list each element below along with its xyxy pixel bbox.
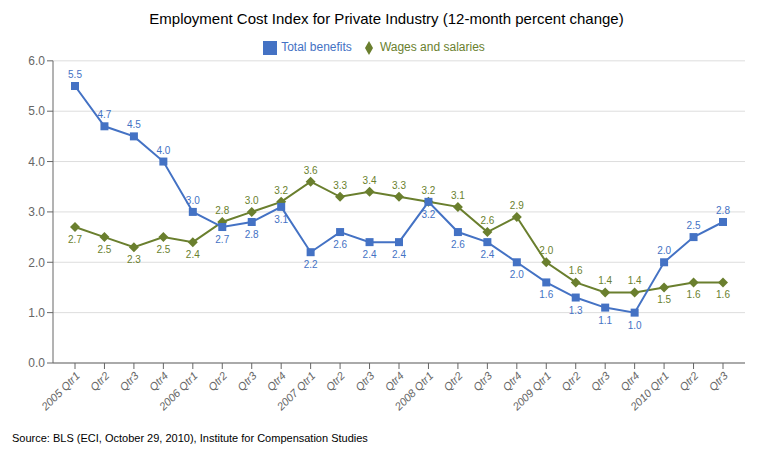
svg-text:Qtr2: Qtr2 <box>441 369 465 393</box>
svg-text:2.0: 2.0 <box>28 256 45 270</box>
html-text:Source: BLS (ECI, October 29,: Source: BLS (ECI, October 29, 2010), Ins… <box>12 432 368 444</box>
svg-text:Qtr4: Qtr4 <box>618 369 642 393</box>
svg-text:2.8: 2.8 <box>716 205 730 216</box>
svg-text:2.2: 2.2 <box>304 259 318 270</box>
svg-text:2010 Qtr1: 2010 Qtr1 <box>627 369 671 413</box>
svg-text:Qtr2: Qtr2 <box>559 369 583 393</box>
svg-text:2009 Qtr1: 2009 Qtr1 <box>509 369 553 413</box>
svg-text:Qtr3: Qtr3 <box>706 369 730 393</box>
svg-text:1.5: 1.5 <box>657 294 671 305</box>
svg-text:1.0: 1.0 <box>628 320 642 331</box>
svg-text:3.1: 3.1 <box>274 214 288 225</box>
svg-text:1.6: 1.6 <box>716 289 730 300</box>
svg-text:3.2: 3.2 <box>422 209 436 220</box>
svg-text:2.0: 2.0 <box>539 245 553 256</box>
svg-text:0.0: 0.0 <box>28 356 45 370</box>
svg-text:3.0: 3.0 <box>245 195 259 206</box>
svg-text:6.0: 6.0 <box>28 54 45 68</box>
svg-text:2.6: 2.6 <box>333 239 347 250</box>
svg-text:Qtr4: Qtr4 <box>147 369 171 393</box>
svg-text:2005 Qtr1: 2005 Qtr1 <box>38 369 82 413</box>
svg-text:Qtr4: Qtr4 <box>382 369 406 393</box>
svg-text:2.0: 2.0 <box>510 269 524 280</box>
svg-text:2.6: 2.6 <box>480 215 494 226</box>
svg-text:2.4: 2.4 <box>480 249 494 260</box>
svg-text:Qtr2: Qtr2 <box>323 369 347 393</box>
svg-text:2.7: 2.7 <box>215 234 229 245</box>
svg-text:5.5: 5.5 <box>68 69 82 80</box>
svg-text:Qtr3: Qtr3 <box>117 369 141 393</box>
svg-text:Qtr4: Qtr4 <box>500 369 524 393</box>
svg-text:2.3: 2.3 <box>127 254 141 265</box>
svg-text:2.4: 2.4 <box>186 249 200 260</box>
svg-text:4.7: 4.7 <box>98 109 112 120</box>
svg-text:1.3: 1.3 <box>569 305 583 316</box>
svg-text:2.9: 2.9 <box>510 200 524 211</box>
svg-text:1.6: 1.6 <box>569 265 583 276</box>
svg-text:1.1: 1.1 <box>598 315 612 326</box>
svg-text:Qtr2: Qtr2 <box>677 369 701 393</box>
svg-text:2.5: 2.5 <box>98 244 112 255</box>
svg-text:1.6: 1.6 <box>539 289 553 300</box>
svg-text:2.7: 2.7 <box>68 234 82 245</box>
svg-text:1.4: 1.4 <box>628 275 642 286</box>
svg-text:2007 Qtr1: 2007 Qtr1 <box>274 369 318 413</box>
svg-text:Qtr3: Qtr3 <box>588 369 612 393</box>
svg-text:2.8: 2.8 <box>245 229 259 240</box>
svg-text:1.4: 1.4 <box>598 275 612 286</box>
svg-text:4.0: 4.0 <box>156 145 170 156</box>
html-text:Total benefits: Total benefits <box>281 40 352 54</box>
svg-text:3.6: 3.6 <box>304 165 318 176</box>
svg-text:4.0: 4.0 <box>28 155 45 169</box>
svg-text:3.1: 3.1 <box>451 190 465 201</box>
svg-text:2.5: 2.5 <box>687 220 701 231</box>
svg-text:3.0: 3.0 <box>28 205 45 219</box>
svg-text:2.5: 2.5 <box>156 244 170 255</box>
svg-text:1.0: 1.0 <box>28 306 45 320</box>
svg-text:Qtr3: Qtr3 <box>235 369 259 393</box>
svg-text:3.3: 3.3 <box>333 180 347 191</box>
svg-text:2.8: 2.8 <box>215 205 229 216</box>
svg-text:5.0: 5.0 <box>28 104 45 118</box>
svg-text:2.4: 2.4 <box>392 249 406 260</box>
html-text:Wages and salaries: Wages and salaries <box>379 40 485 54</box>
svg-text:Qtr2: Qtr2 <box>88 369 112 393</box>
svg-text:2.6: 2.6 <box>451 239 465 250</box>
svg-text:4.5: 4.5 <box>127 119 141 130</box>
svg-text:Qtr2: Qtr2 <box>206 369 230 393</box>
svg-text:2.0: 2.0 <box>657 245 671 256</box>
svg-text:Qtr3: Qtr3 <box>471 369 495 393</box>
svg-text:3.0: 3.0 <box>186 195 200 206</box>
svg-text:3.2: 3.2 <box>274 185 288 196</box>
svg-text:2006 Qtr1: 2006 Qtr1 <box>156 369 200 413</box>
svg-text:3.4: 3.4 <box>363 175 377 186</box>
html-text:Employment Cost Index for Priv: Employment Cost Index for Private Indust… <box>149 10 624 27</box>
svg-text:2008 Qtr1: 2008 Qtr1 <box>392 369 436 413</box>
svg-text:3.2: 3.2 <box>422 185 436 196</box>
svg-text:3.3: 3.3 <box>392 180 406 191</box>
svg-text:Qtr3: Qtr3 <box>353 369 377 393</box>
svg-text:Qtr4: Qtr4 <box>264 369 288 393</box>
svg-text:2.4: 2.4 <box>363 249 377 260</box>
svg-text:1.6: 1.6 <box>687 289 701 300</box>
